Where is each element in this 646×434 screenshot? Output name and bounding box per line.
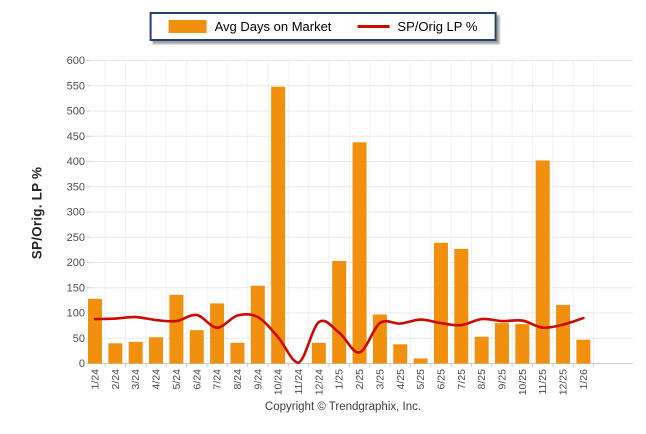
x-tick-label-11/25: 11/25 xyxy=(537,369,549,395)
bar-5/25 xyxy=(413,358,428,364)
x-tick-label-9/24: 9/24 xyxy=(252,369,264,390)
x-tick-label-7/25: 7/25 xyxy=(456,369,468,390)
bar-2/24 xyxy=(108,343,123,364)
bar-6/24 xyxy=(189,330,204,364)
x-tick-label-5/25: 5/25 xyxy=(415,369,427,390)
bar-9/25 xyxy=(495,323,509,364)
bar-3/24 xyxy=(128,341,143,364)
x-tick-label-6/25: 6/25 xyxy=(435,369,447,390)
y-tick-label-0: 0 xyxy=(79,358,85,370)
y-tick-label-450: 450 xyxy=(67,131,85,143)
y-tick-label-500: 500 xyxy=(67,106,85,118)
bar-12/25 xyxy=(556,304,571,364)
bar-9/24 xyxy=(250,285,265,364)
x-tick-label-1/24: 1/24 xyxy=(90,369,102,390)
y-tick-label-250: 250 xyxy=(67,232,85,244)
x-tick-label-2/24: 2/24 xyxy=(110,369,122,390)
x-tick-label-3/25: 3/25 xyxy=(374,369,386,390)
sp-orig-lp-trend-line xyxy=(93,312,585,364)
x-tick-label-1/25: 1/25 xyxy=(334,369,346,390)
x-tick-label-9/25: 9/25 xyxy=(497,369,509,390)
bar-6/25 xyxy=(433,242,448,364)
x-tick-label-10/24: 10/24 xyxy=(273,369,285,395)
y-tick-label-150: 150 xyxy=(67,282,85,294)
x-tick-label-8/25: 8/25 xyxy=(476,369,488,390)
bar-1/24 xyxy=(88,298,102,364)
y-tick-label-350: 350 xyxy=(67,181,85,193)
line-series-label: SP/Orig LP % xyxy=(397,19,478,34)
bar-8/24 xyxy=(230,342,245,364)
y-tick-label-100: 100 xyxy=(67,308,85,320)
y-tick-label-50: 50 xyxy=(73,333,85,345)
bar-series-label: Avg Days on Market xyxy=(214,19,332,34)
y-tick-label-200: 200 xyxy=(67,257,85,269)
bar-7/24 xyxy=(210,303,225,364)
y-axis-title: SP/Orig. LP % xyxy=(29,166,45,260)
bar-12/24 xyxy=(311,342,326,364)
legend: Avg Days on Market SP/Orig LP % xyxy=(149,12,497,41)
x-tick-label-12/24: 12/24 xyxy=(313,369,325,395)
x-tick-label-7/24: 7/24 xyxy=(212,369,224,390)
bar-1/25 xyxy=(332,260,347,364)
bar-1/26 xyxy=(576,339,591,364)
y-tick-label-400: 400 xyxy=(67,156,85,168)
line-series-swatch-icon xyxy=(357,25,390,28)
x-tick-label-1/26: 1/26 xyxy=(578,369,590,390)
bar-5/24 xyxy=(169,294,184,364)
x-tick-label-12/25: 12/25 xyxy=(558,369,570,395)
x-tick-label-11/24: 11/24 xyxy=(293,369,305,395)
y-tick-label-550: 550 xyxy=(67,80,85,92)
x-tick-label-5/24: 5/24 xyxy=(171,369,183,390)
bar-11/25 xyxy=(535,160,550,364)
bar-10/25 xyxy=(515,324,530,364)
x-tick-label-8/24: 8/24 xyxy=(232,369,244,390)
copyright-text: Copyright © Trendgraphix, Inc. xyxy=(264,401,422,413)
y-tick-label-600: 600 xyxy=(67,55,85,67)
bar-10/24 xyxy=(271,86,286,364)
x-tick-label-4/24: 4/24 xyxy=(151,369,163,390)
x-tick-label-3/24: 3/24 xyxy=(130,369,142,390)
x-tick-label-10/25: 10/25 xyxy=(517,369,529,395)
y-tick-label-300: 300 xyxy=(67,207,85,219)
x-tick-label-4/25: 4/25 xyxy=(395,369,407,390)
bar-4/25 xyxy=(393,344,408,364)
x-tick-label-2/25: 2/25 xyxy=(354,369,366,390)
bar-8/25 xyxy=(474,336,489,364)
bar-7/25 xyxy=(454,248,469,364)
bar-2/25 xyxy=(352,142,367,364)
x-tick-label-6/24: 6/24 xyxy=(191,369,203,390)
bar-series-swatch-icon xyxy=(168,20,207,33)
bar-4/24 xyxy=(149,337,164,364)
